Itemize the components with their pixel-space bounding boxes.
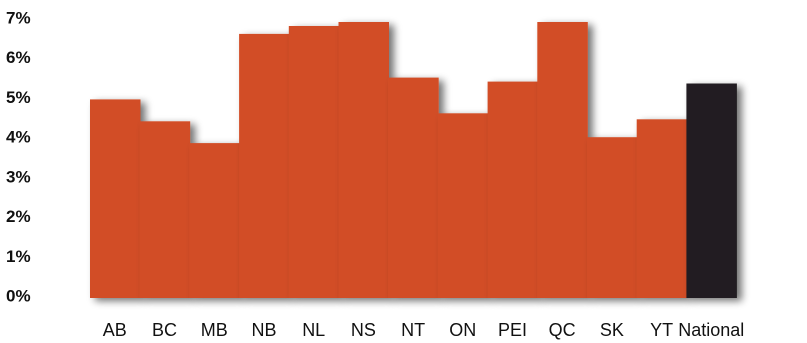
y-tick-label: 6% <box>6 48 31 67</box>
x-tick-label: NL <box>302 320 325 340</box>
bar-bc <box>139 121 191 298</box>
y-tick-label: 0% <box>6 286 31 305</box>
x-tick-label: YT <box>650 320 673 340</box>
bar-pei <box>487 81 539 298</box>
bars <box>90 22 737 299</box>
y-tick-label: 3% <box>6 167 31 186</box>
y-tick-label: 7% <box>6 8 31 27</box>
y-axis: 0% 1% 2% 3% 4% 5% 6% 7% <box>6 8 31 305</box>
bar-mb <box>189 143 240 298</box>
x-tick-label: ON <box>449 320 476 340</box>
bar-sk <box>587 137 638 298</box>
bar-yt <box>636 119 688 298</box>
y-tick-label: 1% <box>6 247 31 266</box>
bar-qc <box>537 22 588 298</box>
bar-nb <box>239 33 290 299</box>
x-tick-label: NT <box>401 320 425 340</box>
bar-ab <box>90 99 141 299</box>
bar-national <box>686 83 737 298</box>
x-tick-label: BC <box>152 320 177 340</box>
x-tick-label: PEI <box>498 320 527 340</box>
y-tick-label: 2% <box>6 207 31 226</box>
x-tick-label: National <box>678 320 744 340</box>
x-axis: AB BC MB NB NL NS NT ON PEI QC SK YT National <box>103 320 745 340</box>
bar-ns <box>338 22 389 298</box>
bar-nl <box>288 26 340 298</box>
y-tick-label: 4% <box>6 128 31 147</box>
x-tick-label: NS <box>351 320 376 340</box>
bar-nt <box>388 77 439 298</box>
x-tick-label: QC <box>549 320 576 340</box>
y-tick-label: 5% <box>6 88 31 107</box>
bar-on <box>437 113 489 298</box>
x-tick-label: AB <box>103 320 127 340</box>
x-tick-label: SK <box>600 320 624 340</box>
x-tick-label: NB <box>251 320 276 340</box>
x-tick-label: MB <box>201 320 228 340</box>
